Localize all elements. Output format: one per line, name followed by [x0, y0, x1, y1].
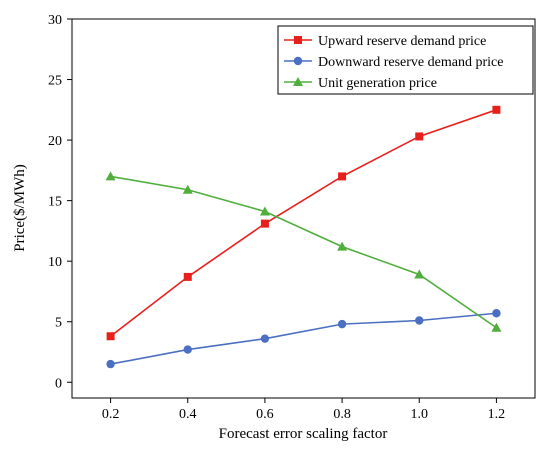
series-line: [110, 312, 497, 365]
data-point: [105, 171, 116, 181]
series-3: [105, 171, 502, 332]
data-point: [337, 241, 348, 251]
legend-label: Downward reserve demand price: [318, 55, 503, 70]
data-point: [337, 319, 347, 329]
series-line: [110, 109, 497, 337]
data-point: [492, 309, 501, 318]
data-point: [491, 322, 502, 332]
x-axis: 0.2 0.4 0.6 0.8 1.0 1.2: [102, 398, 505, 422]
x-tick-label: 0.2: [102, 407, 120, 422]
y-tick-label: 30: [48, 13, 62, 28]
y-tick-label: 20: [48, 134, 62, 149]
data-point: [260, 219, 269, 228]
x-tick-label: 1.0: [411, 407, 429, 422]
y-tick-label: 0: [55, 376, 62, 391]
y-tick-label: 25: [48, 74, 62, 89]
data-point: [106, 332, 115, 341]
data-point: [260, 334, 270, 343]
data-point: [492, 105, 501, 114]
plot-frame: [71, 18, 536, 399]
legend-box: [277, 25, 534, 95]
y-axis-label: Price($/MWh): [12, 164, 28, 251]
y-axis: 0 5 10 15 20 25 30: [48, 13, 72, 391]
data-point: [415, 316, 424, 325]
data-point: [106, 359, 115, 369]
legend-item-3: Unit generation price: [284, 76, 437, 91]
data-point: [414, 269, 425, 279]
data-point: [183, 272, 192, 281]
data-point: [182, 184, 193, 194]
legend-items: Upward reserve demand price Downward rese…: [284, 34, 503, 91]
legend-item-1: Upward reserve demand price: [284, 34, 486, 49]
legend-item-2: Downward reserve demand price: [284, 55, 503, 70]
x-tick-label: 0.4: [179, 407, 197, 422]
y-tick-label: 15: [48, 195, 62, 210]
y-tick-label: 5: [55, 316, 62, 331]
series-layer: [105, 105, 502, 369]
legend-label: Upward reserve demand price: [318, 34, 486, 49]
series-1: [106, 105, 501, 341]
legend-marker: [293, 77, 303, 86]
legend-marker: [293, 56, 303, 66]
x-tick-label: 1.2: [488, 407, 506, 422]
data-point: [338, 172, 347, 181]
data-point: [259, 206, 270, 216]
legend-marker: [294, 36, 302, 44]
x-axis-label: Forecast error scaling factor: [219, 426, 388, 442]
legend: Upward reserve demand price Downward rese…: [277, 25, 534, 95]
series-2: [106, 309, 501, 369]
data-point: [415, 132, 424, 141]
data-point: [183, 345, 192, 354]
x-tick-label: 0.6: [256, 407, 274, 422]
x-tick-label: 0.8: [333, 407, 351, 422]
y-tick-label: 10: [48, 255, 62, 270]
legend-label: Unit generation price: [318, 76, 437, 91]
series-line: [110, 175, 497, 329]
